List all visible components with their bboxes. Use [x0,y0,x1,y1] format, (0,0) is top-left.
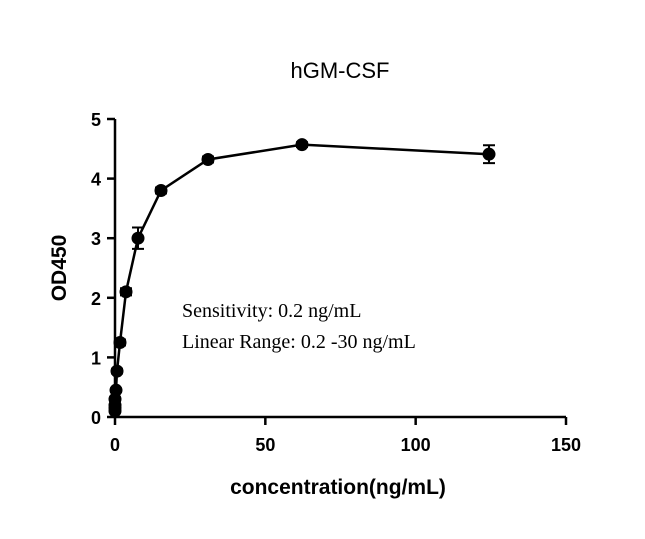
x-axis: 0 50 100 150 [110,417,581,455]
data-point [295,138,309,152]
data-point [110,364,124,378]
y-tick-label: 1 [91,348,101,368]
data-point [482,147,496,161]
y-tick-label: 2 [91,289,101,309]
y-axis: 0 1 2 3 4 5 [91,110,115,428]
x-axis-label: concentration(ng/mL) [230,476,446,499]
chart-title: hGM-CSF [291,58,390,83]
annotation-linear-range: Linear Range: 0.2 -30 ng/mL [182,331,416,353]
data-point [201,153,215,167]
y-tick-label: 3 [91,229,101,249]
y-axis-label: OD450 [48,235,71,302]
x-tick-label: 150 [551,435,581,455]
axes [113,119,566,419]
data-point [154,184,168,198]
x-tick-label: 100 [401,435,431,455]
series-line [113,143,490,411]
x-tick-label: 50 [255,435,275,455]
axis-frame [113,119,566,419]
y-tick-label: 4 [91,170,101,190]
series [108,138,496,418]
x-tick-label: 0 [110,435,120,455]
annotation-sensitivity: Sensitivity: 0.2 ng/mL [182,300,361,322]
y-tick-label: 5 [91,110,101,130]
data-point [109,383,123,397]
data-point [131,231,145,245]
data-point [113,336,127,349]
data-point [119,285,133,299]
y-tick-label: 0 [91,408,101,428]
